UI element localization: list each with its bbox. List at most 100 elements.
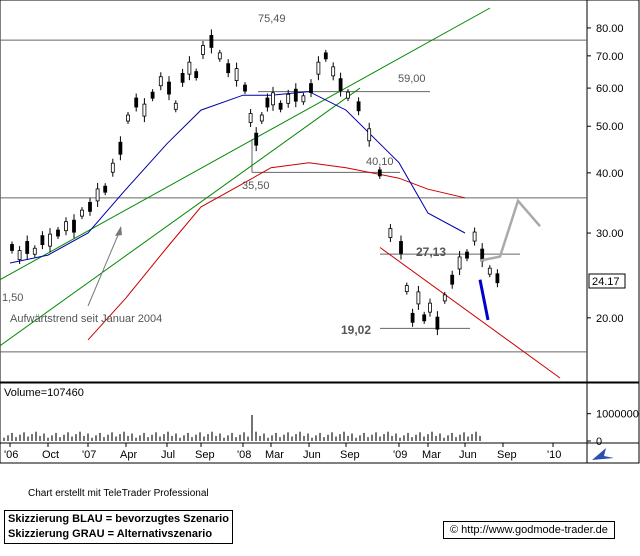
copyright-icon: © [450,524,458,536]
price-candle [227,64,230,73]
price-candle [389,229,392,238]
price-candle [405,286,408,292]
price-candle [310,84,313,93]
level-label-1-50: 1,50 [2,292,23,304]
price-candle [260,115,263,121]
x-tick-label: Jun [303,449,321,461]
chart-credit: Chart erstellt mit TeleTrader Profession… [28,488,209,499]
price-candle [458,257,461,269]
price-candle [26,241,29,253]
price-candle [218,53,221,59]
price-candle [332,67,335,76]
price-candle [423,315,426,321]
price-candle [41,236,44,245]
price-candle [347,92,350,98]
legend-grey: Skizzierung GRAU = Alternativszenario [8,527,229,542]
price-candle [81,210,84,216]
x-tick-label: '09 [393,449,407,461]
price-candle [11,244,14,250]
x-tick-label: Jun [459,449,477,461]
price-candle [143,104,146,116]
y-tick-label: 40.00 [596,168,624,180]
y-tick-label: 60.00 [596,83,624,95]
x-tick-label: Mar [422,449,441,461]
x-tick-label: Sep [497,449,517,461]
price-candle [73,220,76,232]
price-candle [339,79,342,91]
price-candle [18,251,21,260]
price-candle [429,303,432,312]
price-candle [368,129,371,141]
x-tick-label: Oct [42,449,59,461]
price-candle [159,77,162,86]
price-candle [89,202,92,211]
price-candle [294,89,297,101]
y-tick-label: 30.00 [596,228,624,240]
legend-blue: Skizzierung BLAU = bevorzugtes Szenario [8,512,229,527]
x-tick-label: Jul [161,449,175,461]
x-tick-label: '07 [82,449,96,461]
x-tick-label: '10 [547,449,561,461]
x-tick-label: Apr [120,449,137,461]
level-label-40-10: 40,10 [366,156,394,168]
price-candle [272,93,275,105]
price-candle [195,72,198,78]
price-candle [111,163,114,172]
price-candle [317,62,320,74]
x-tick-label: '08 [237,449,251,461]
price-candle [151,92,154,98]
x-tick-label: Sep [195,449,215,461]
volume-y-tick-label: 0 [596,436,602,448]
y-tick-label: 50.00 [596,121,624,133]
price-candle [96,189,99,201]
y-tick-label: 70.00 [596,51,624,63]
price-candle [357,102,360,111]
price-candle [249,114,252,123]
source-url[interactable]: http://www.godmode-trader.de [461,524,608,536]
price-candle [174,103,177,109]
price-candle [443,295,446,301]
volume-title: Volume=107460 [4,387,84,399]
level-label-19-02: 19,02 [341,323,371,337]
price-candle [436,317,439,329]
level-label-27-13: 27,13 [416,245,446,259]
price-candle [400,241,403,253]
price-candle [235,69,238,81]
current-price-label: 24.17 [592,276,620,288]
level-label-35-50: 35,50 [242,180,270,192]
price-candle [49,234,52,246]
price-candle [473,232,476,241]
price-candle [202,45,205,54]
price-candle [324,53,327,59]
price-candle [255,133,258,145]
x-tick-label: Mar [265,449,284,461]
price-candle [287,94,290,103]
y-tick-label: 80.00 [596,23,624,35]
price-candle [127,115,130,121]
price-candle [210,35,213,47]
price-candle [496,274,499,283]
level-label-59-00: 59,00 [398,73,426,85]
x-tick-label: Sep [340,449,360,461]
price-candle [104,186,107,192]
source-url-box[interactable]: © http://www.godmode-trader.de [443,521,615,539]
level-label-75-49: 75,49 [258,13,286,25]
price-candle [244,85,247,91]
x-tick-label: '06 [4,449,18,461]
volume-y-tick-label: 1000000 [596,409,639,421]
y-tick-label: 20.00 [596,313,624,325]
price-candle [266,98,269,107]
price-candle [168,82,171,94]
price-candle [488,268,491,274]
price-candle [451,275,454,284]
price-candle [378,170,381,176]
price-candle [33,248,36,254]
price-candle [466,252,469,258]
price-candle [411,313,414,322]
price-candle [57,230,60,236]
trend-annotation: Aufwärtstrend seit Januar 2004 [10,313,162,325]
price-candle [302,96,305,102]
price-candle [279,103,282,109]
price-candle [135,98,138,107]
